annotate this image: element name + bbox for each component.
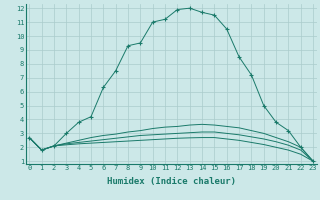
X-axis label: Humidex (Indice chaleur): Humidex (Indice chaleur) <box>107 177 236 186</box>
